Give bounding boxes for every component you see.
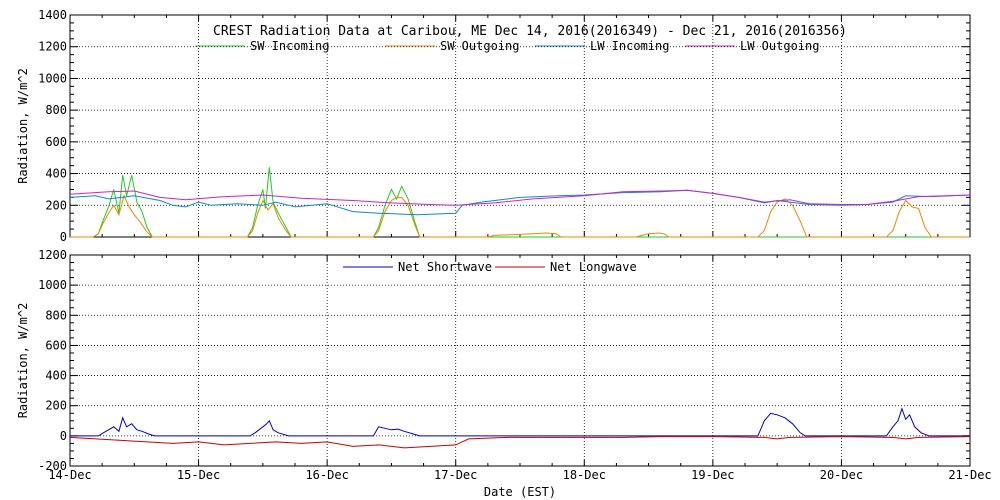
x-tick-label: 17-Dec [434,468,477,482]
y-tick-label: -200 [38,459,67,473]
x-tick-label: 16-Dec [305,468,348,482]
legend-label: Net Longwave [550,260,637,274]
x-tick-label: 19-Dec [691,468,734,482]
x-tick-label: 18-Dec [563,468,606,482]
y-tick-label: 400 [45,167,67,181]
series-line-sw-outgoing [70,194,970,238]
y-tick-label: 200 [45,399,67,413]
legend-label: SW Outgoing [440,39,519,53]
y-tick-label: 0 [60,429,67,443]
plot-frame-2 [69,254,971,467]
x-tick-label: 20-Dec [820,468,863,482]
legend-label: LW Incoming [590,39,669,53]
legend-label: Net Shortwave [398,260,492,274]
series-line-sw-incoming [70,167,970,238]
chart-title: CREST Radiation Data at Caribou, ME Dec … [213,24,847,39]
y-tick-label: 200 [45,198,67,212]
y-tick-label: 800 [45,103,67,117]
y-tick-label: 1200 [38,40,67,54]
y-tick-label: 400 [45,369,67,383]
y-tick-label: 600 [45,135,67,149]
series-line-net-longwave [69,436,971,449]
y-tick-label: 1000 [38,71,67,85]
y-tick-label: 600 [45,338,67,352]
y-axis-label: Radiation, W/m^2 [16,68,30,184]
x-tick-label: 21-Dec [948,468,991,482]
y-tick-label: 0 [60,230,67,244]
y-axis-label: Radiation, W/m^2 [16,303,30,419]
y-tick-label: 1200 [38,248,67,262]
legend-label: LW Outgoing [740,39,819,53]
series-line-net-shortwave [70,407,970,437]
series-line-lw-incoming [69,189,971,216]
x-tick-label: 14-Dec [48,468,91,482]
y-tick-label: 1000 [38,278,67,292]
x-axis-label: Date (EST) [484,485,556,499]
x-tick-label: 15-Dec [177,468,220,482]
y-tick-label: 1400 [38,8,67,22]
series-line-lw-outgoing [69,189,971,206]
legend-label: SW Incoming [250,39,329,53]
y-tick-label: 800 [45,308,67,322]
